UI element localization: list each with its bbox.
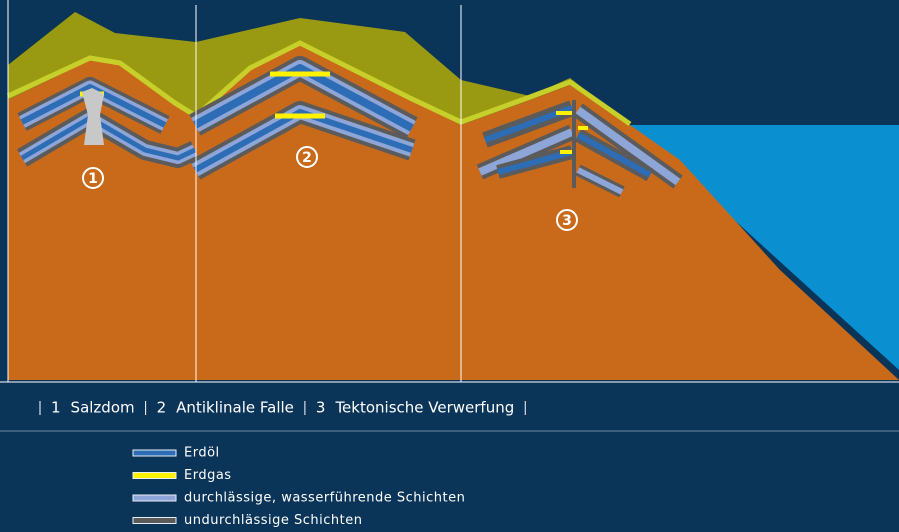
legend-swatch: [132, 472, 177, 479]
legend-swatch: [132, 494, 177, 502]
marker-label: 3: [562, 213, 572, 229]
legend-label: durchlässige, wasserführende Schichten: [184, 491, 465, 506]
fault-block: [476, 100, 683, 198]
caption-number: 3: [316, 399, 326, 417]
legend-swatch: [132, 449, 177, 457]
caption-label: Salzdom: [71, 399, 135, 417]
legend-label: Erdgas: [184, 468, 232, 483]
caption-label: Antiklinale Falle: [176, 399, 294, 417]
marker-circle: [556, 209, 578, 231]
anticline-2: [189, 56, 418, 180]
topsoil: [8, 12, 630, 125]
legend-swatch: [132, 517, 177, 524]
salt-dome: [82, 88, 104, 145]
legend-label: Erdöl: [184, 446, 220, 461]
legend-label: undurchlässige Schichten: [184, 513, 363, 528]
caption-number: 2: [157, 399, 167, 417]
marker-label: 1: [88, 171, 98, 187]
land: [8, 45, 899, 380]
caption-label: Tektonische Verwerfung: [334, 399, 514, 417]
marker-circle: [82, 167, 104, 189]
surface-layer: [6, 40, 632, 127]
marker-circle: [296, 146, 318, 168]
marker-label: 2: [302, 150, 312, 166]
caption-number: 1: [51, 399, 61, 417]
